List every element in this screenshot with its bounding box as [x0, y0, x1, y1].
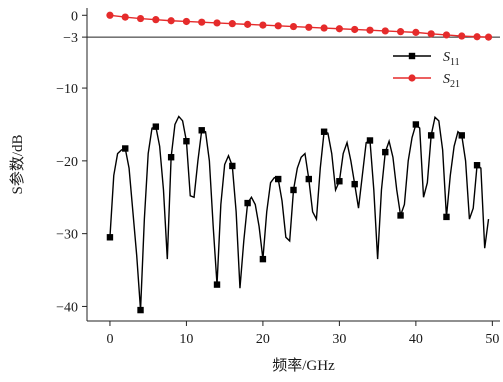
data-point-s11	[320, 128, 328, 135]
data-point-s21	[412, 28, 420, 36]
data-point-s11	[458, 132, 465, 139]
x-tick-label: 20	[256, 332, 270, 347]
data-point-s11	[183, 138, 190, 145]
data-point-s11	[443, 213, 450, 221]
data-point-s11	[397, 212, 404, 219]
legend-item-s11: S11	[393, 50, 460, 68]
y-tick-label: −10	[56, 82, 78, 97]
data-point-s21	[289, 22, 298, 31]
data-point-s21	[228, 20, 236, 28]
legend-label-s21: S21	[443, 72, 460, 90]
y-tick-label: 0	[71, 9, 78, 24]
x-tick-label: 0	[106, 332, 113, 347]
data-point-s21	[182, 17, 191, 26]
data-point-s11	[213, 281, 221, 288]
y-axis-title: S参数/dB	[9, 134, 26, 194]
series-s21	[106, 11, 493, 41]
data-point-s21	[106, 11, 114, 19]
data-point-s21	[152, 16, 160, 24]
data-point-s21	[213, 19, 221, 27]
data-point-s11	[244, 199, 251, 207]
data-point-s21	[396, 28, 405, 36]
x-axis-title: 频率/GHz	[272, 357, 335, 374]
x-tick-label: 30	[332, 332, 346, 347]
x-ticks: 0 10 20 30 40 50	[106, 321, 499, 347]
data-point-s11	[229, 162, 236, 170]
data-point-s21	[442, 31, 451, 39]
data-point-s11	[290, 186, 297, 194]
data-point-s11	[382, 148, 389, 156]
data-point-s11	[122, 145, 129, 152]
legend-subscript-s11: 11	[450, 57, 460, 68]
data-point-s11	[412, 121, 420, 128]
x-tick-label: 10	[179, 332, 193, 347]
legend-subscript-s21: 21	[450, 79, 460, 90]
legend-marker-s11	[408, 52, 416, 60]
data-point-s21	[351, 25, 359, 34]
y-tick-label: −3	[63, 31, 78, 46]
data-point-s21	[427, 30, 435, 38]
data-point-s21	[121, 13, 129, 21]
data-point-s11	[473, 162, 481, 169]
legend: S11 S21	[393, 50, 460, 90]
x-tick-label: 40	[409, 332, 423, 347]
data-point-s21	[484, 33, 493, 41]
data-point-s21	[244, 20, 252, 28]
y-tick-label: −40	[56, 300, 78, 315]
legend-item-s21: S21	[393, 72, 460, 90]
data-point-s11	[259, 255, 267, 263]
data-point-s11	[152, 123, 160, 130]
legend-marker-s21	[408, 74, 416, 82]
data-point-s11	[336, 178, 343, 185]
data-point-s21	[167, 17, 175, 25]
data-point-s11	[366, 137, 374, 144]
series	[106, 11, 493, 314]
data-point-s21	[320, 24, 328, 32]
data-point-s11	[427, 132, 435, 139]
data-point-s21	[305, 23, 313, 31]
series-s11	[106, 115, 490, 314]
data-point-s11	[351, 180, 358, 188]
data-point-s21	[274, 22, 282, 30]
data-point-s21	[381, 27, 389, 35]
y-tick-label: −20	[56, 155, 78, 170]
data-point-s21	[473, 33, 481, 41]
x-tick-label: 50	[485, 332, 499, 347]
legend-label-s11: S11	[443, 50, 460, 68]
data-point-s21	[198, 18, 206, 26]
data-point-s11	[137, 306, 144, 314]
data-point-s21	[458, 32, 466, 40]
series-line-s11	[109, 115, 490, 311]
data-point-s21	[335, 25, 343, 33]
y-ticks: 0 −3 −10 −20 −30 −40	[56, 9, 87, 315]
data-point-s11	[305, 175, 312, 183]
data-point-s11	[275, 175, 282, 183]
data-point-s11	[167, 154, 175, 161]
data-point-s11	[198, 127, 205, 134]
y-tick-label: −30	[56, 228, 78, 243]
data-point-s21	[136, 14, 145, 23]
axes: 0 10 20 30 40 50 0 −3 −10 −20 −30 −40	[56, 8, 500, 347]
data-point-s11	[106, 234, 114, 241]
data-point-s21	[366, 26, 374, 34]
data-point-s21	[259, 21, 267, 29]
